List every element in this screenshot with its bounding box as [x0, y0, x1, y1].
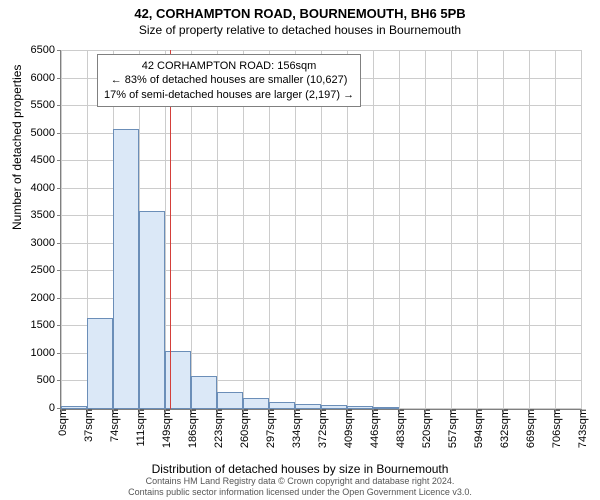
x-tick-mark: [425, 409, 426, 413]
x-tick-label: 594sqm: [469, 409, 485, 448]
page-subtitle: Size of property relative to detached ho…: [0, 23, 600, 41]
x-tick-label: 0sqm: [53, 409, 69, 436]
x-tick-label: 669sqm: [521, 409, 537, 448]
x-tick-label: 186sqm: [183, 409, 199, 448]
x-tick-label: 37sqm: [79, 409, 95, 442]
x-tick-mark: [581, 409, 582, 413]
annot-line-3: 17% of semi-detached houses are larger (…: [104, 88, 354, 102]
histogram-bar: [269, 402, 295, 409]
y-axis-label: Number of detached properties: [10, 65, 24, 230]
x-axis-label: Distribution of detached houses by size …: [0, 462, 600, 476]
x-tick-mark: [295, 409, 296, 413]
x-tick-mark: [451, 409, 452, 413]
x-tick-mark: [269, 409, 270, 413]
annot-line-1: 42 CORHAMPTON ROAD: 156sqm: [104, 59, 354, 73]
x-tick-label: 409sqm: [339, 409, 355, 448]
x-tick-label: 520sqm: [417, 409, 433, 448]
x-tick-label: 74sqm: [105, 409, 121, 442]
y-tick-mark: [57, 188, 61, 189]
y-tick-mark: [57, 243, 61, 244]
y-tick-mark: [57, 133, 61, 134]
x-tick-mark: [217, 409, 218, 413]
annot-line-2: ← 83% of detached houses are smaller (10…: [104, 73, 354, 87]
x-tick-mark: [373, 409, 374, 413]
x-tick-label: 260sqm: [235, 409, 251, 448]
page-title: 42, CORHAMPTON ROAD, BOURNEMOUTH, BH6 5P…: [0, 0, 600, 23]
x-tick-label: 334sqm: [287, 409, 303, 448]
x-tick-label: 372sqm: [313, 409, 329, 448]
x-tick-mark: [555, 409, 556, 413]
y-tick-mark: [57, 380, 61, 381]
plot-area: 42 CORHAMPTON ROAD: 156sqm ← 83% of deta…: [60, 50, 582, 410]
y-tick-mark: [57, 270, 61, 271]
x-tick-mark: [347, 409, 348, 413]
y-tick-mark: [57, 78, 61, 79]
x-tick-mark: [165, 409, 166, 413]
x-tick-mark: [191, 409, 192, 413]
chart-container: 42, CORHAMPTON ROAD, BOURNEMOUTH, BH6 5P…: [0, 0, 600, 500]
y-tick-mark: [57, 325, 61, 326]
y-tick-mark: [57, 105, 61, 106]
x-tick-mark: [321, 409, 322, 413]
histogram-bar: [87, 318, 113, 409]
x-tick-mark: [113, 409, 114, 413]
x-tick-label: 297sqm: [261, 409, 277, 448]
x-tick-mark: [87, 409, 88, 413]
histogram-bar: [113, 129, 139, 409]
x-tick-label: 706sqm: [547, 409, 563, 448]
y-tick-mark: [57, 160, 61, 161]
histogram-bar: [243, 398, 269, 409]
x-tick-mark: [529, 409, 530, 413]
x-tick-mark: [399, 409, 400, 413]
histogram-bar: [191, 376, 217, 409]
x-tick-mark: [503, 409, 504, 413]
x-tick-label: 557sqm: [443, 409, 459, 448]
x-tick-label: 223sqm: [209, 409, 225, 448]
x-tick-label: 446sqm: [365, 409, 381, 448]
x-tick-mark: [477, 409, 478, 413]
y-tick-mark: [57, 353, 61, 354]
histogram-bar: [217, 392, 243, 409]
y-tick-mark: [57, 298, 61, 299]
x-tick-label: 632sqm: [495, 409, 511, 448]
footer-line-1: Contains HM Land Registry data © Crown c…: [0, 476, 600, 487]
x-tick-mark: [61, 409, 62, 413]
y-tick-mark: [57, 215, 61, 216]
x-tick-mark: [139, 409, 140, 413]
y-tick-mark: [57, 50, 61, 51]
x-tick-label: 149sqm: [157, 409, 173, 448]
annotation-box: 42 CORHAMPTON ROAD: 156sqm ← 83% of deta…: [97, 54, 361, 107]
x-tick-label: 483sqm: [391, 409, 407, 448]
footer-line-2: Contains public sector information licen…: [0, 487, 600, 498]
x-tick-label: 743sqm: [573, 409, 589, 448]
x-tick-mark: [243, 409, 244, 413]
histogram-bar: [165, 351, 191, 409]
x-tick-label: 111sqm: [131, 409, 147, 447]
footer: Contains HM Land Registry data © Crown c…: [0, 476, 600, 498]
histogram-bar: [139, 211, 165, 409]
